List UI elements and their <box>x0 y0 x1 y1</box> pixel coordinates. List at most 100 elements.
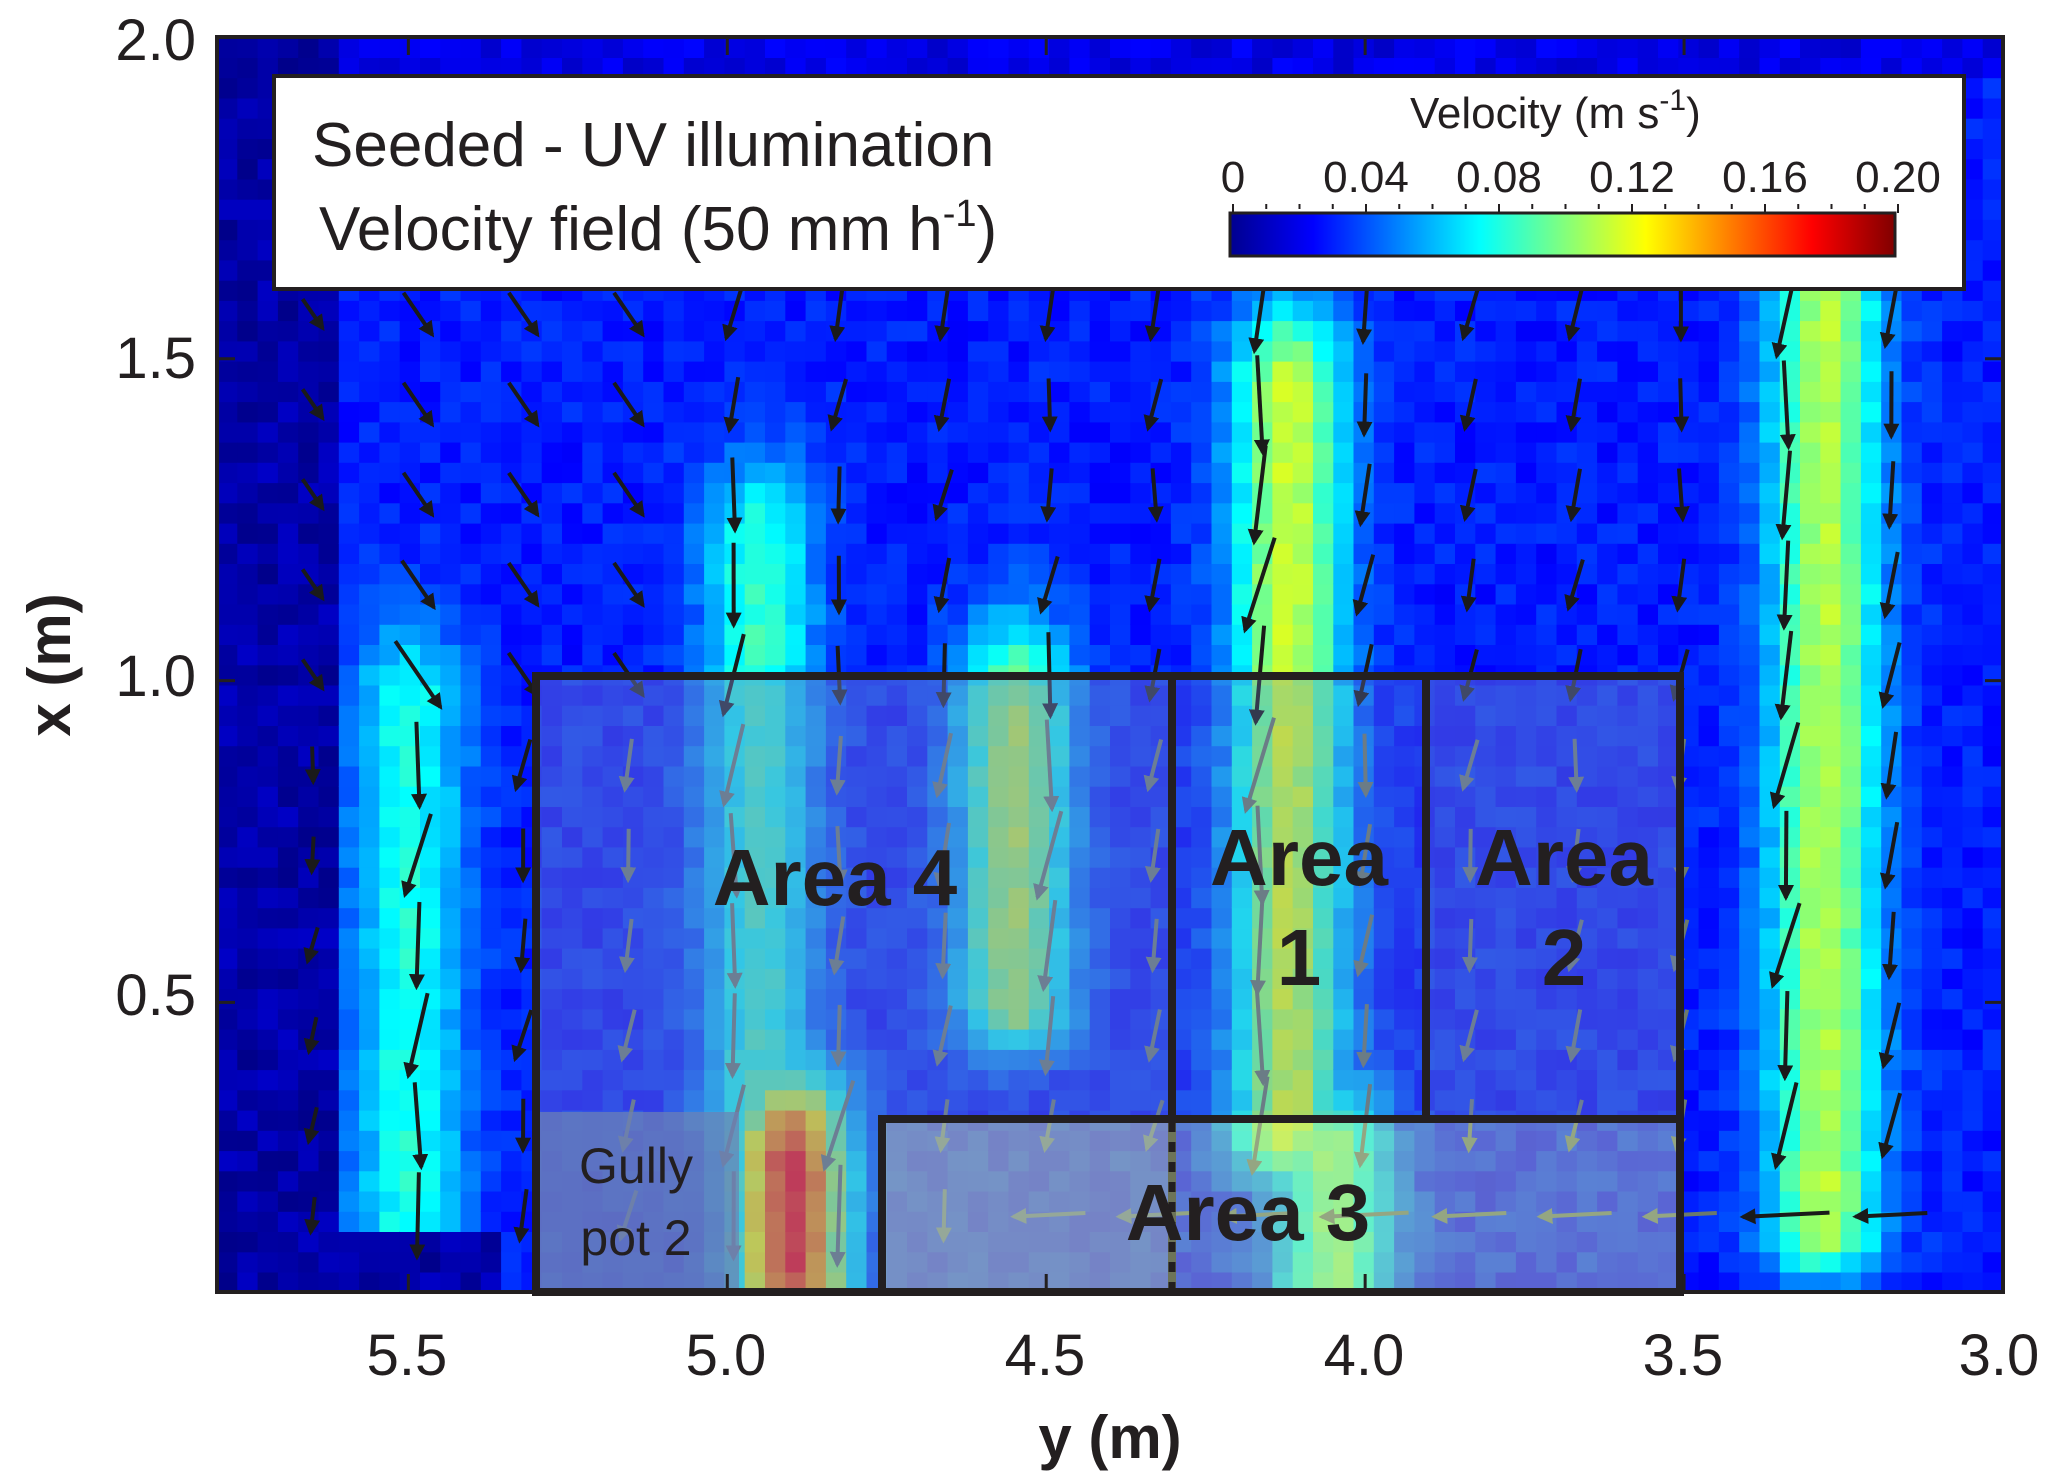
heatmap-cell <box>460 765 482 787</box>
heatmap-cell <box>1170 806 1192 828</box>
heatmap-cell <box>1231 502 1253 524</box>
heatmap-cell <box>947 907 969 929</box>
heatmap-cell <box>744 624 766 645</box>
heatmap-cell <box>866 887 888 909</box>
heatmap-cell <box>1820 1049 1842 1071</box>
heatmap-cell <box>1759 1069 1781 1091</box>
heatmap-cell <box>440 1069 462 1091</box>
heatmap-cell <box>541 401 563 423</box>
heatmap-cell <box>1698 1130 1720 1152</box>
heatmap-cell <box>704 320 726 342</box>
heatmap-cell <box>1455 1008 1477 1030</box>
heatmap-cell <box>1698 1190 1720 1212</box>
heatmap-cell <box>379 502 401 524</box>
heatmap-cell <box>237 502 259 524</box>
heatmap-cell <box>1759 360 1781 382</box>
heatmap-cell <box>1840 1150 1862 1172</box>
heatmap-cell <box>1069 502 1091 524</box>
heatmap-cell <box>562 401 584 423</box>
heatmap-cell <box>501 1008 523 1030</box>
heatmap-cell <box>359 1089 381 1111</box>
heatmap-cell <box>440 887 462 909</box>
heatmap-cell <box>602 846 624 868</box>
heatmap-cell <box>359 866 381 888</box>
heatmap-cell <box>846 1170 868 1192</box>
heatmap-cell <box>907 887 929 909</box>
heatmap-cell <box>724 340 746 362</box>
heatmap-cell <box>1211 300 1233 322</box>
heatmap-cell <box>663 745 685 767</box>
heatmap-cell <box>541 603 563 625</box>
heatmap-cell <box>277 786 299 807</box>
heatmap-cell <box>866 806 888 828</box>
heatmap-cell <box>1069 543 1091 564</box>
heatmap-cell <box>359 988 381 1010</box>
heatmap-cell <box>1495 381 1517 403</box>
heatmap-cell <box>886 1211 908 1232</box>
heatmap-cell <box>1211 603 1233 625</box>
heatmap-cell <box>1698 684 1720 706</box>
heatmap-cell <box>1170 968 1192 990</box>
heatmap-cell <box>1110 1089 1132 1111</box>
heatmap-cell <box>237 37 259 58</box>
heatmap-cell <box>1373 927 1395 949</box>
heatmap-cell <box>277 1150 299 1172</box>
heatmap-cell <box>237 239 259 261</box>
heatmap-cell <box>399 1008 421 1030</box>
heatmap-cell <box>420 846 442 868</box>
heatmap-cell <box>967 927 989 949</box>
heatmap-cell <box>1028 765 1050 787</box>
heatmap-cell <box>765 765 787 787</box>
heatmap-cell <box>1455 583 1477 605</box>
heatmap-cell <box>1678 603 1700 625</box>
heatmap-cell <box>1170 340 1192 362</box>
heatmap-cell <box>927 826 949 848</box>
heatmap-cell <box>704 644 726 666</box>
heatmap-cell <box>359 624 381 645</box>
heatmap-cell <box>602 947 624 969</box>
heatmap-cell <box>1394 1150 1416 1172</box>
heatmap-cell <box>237 866 259 888</box>
heatmap-cell <box>1292 482 1314 504</box>
heatmap-cell <box>1170 462 1192 484</box>
heatmap-cell <box>1292 644 1314 666</box>
heatmap-cell <box>1069 725 1091 747</box>
heatmap-cell <box>683 563 705 585</box>
heatmap-cell <box>1191 37 1213 58</box>
heatmap-cell <box>643 1069 665 1091</box>
heatmap-cell <box>1840 1069 1862 1091</box>
heatmap-cell <box>866 705 888 726</box>
heatmap-cell <box>1840 1231 1862 1253</box>
heatmap-cell <box>1313 583 1335 605</box>
heatmap-cell <box>765 1231 787 1253</box>
heatmap-cell <box>1069 887 1091 909</box>
heatmap-cell <box>683 887 705 909</box>
heatmap-cell <box>1272 1150 1294 1172</box>
heatmap-cell <box>541 462 563 484</box>
heatmap-cell <box>1394 644 1416 666</box>
heatmap-cell <box>866 522 888 544</box>
heatmap-cell <box>1515 522 1537 544</box>
heatmap-cell <box>237 1190 259 1212</box>
heatmap-cell <box>1272 968 1294 990</box>
heatmap-cell <box>257 1150 279 1172</box>
heatmap-cell <box>927 360 949 382</box>
heatmap-cell <box>907 947 929 969</box>
heatmap-cell <box>765 57 787 79</box>
heatmap-cell <box>1394 1049 1416 1071</box>
heatmap-cell <box>257 765 279 787</box>
heatmap-cell <box>298 705 320 726</box>
heatmap-cell <box>1130 522 1152 544</box>
heatmap-cell <box>988 441 1010 463</box>
heatmap-cell <box>1008 907 1030 929</box>
heatmap-cell <box>1110 786 1132 807</box>
heatmap-cell <box>562 1008 584 1030</box>
heatmap-cell <box>1597 401 1619 423</box>
heatmap-cell <box>643 624 665 645</box>
heatmap-cell <box>967 1231 989 1253</box>
heatmap-cell <box>1840 1028 1862 1050</box>
heatmap-cell <box>257 745 279 767</box>
heatmap-cell <box>967 644 989 666</box>
heatmap-cell <box>1150 725 1172 747</box>
heatmap-cell <box>1191 684 1213 706</box>
